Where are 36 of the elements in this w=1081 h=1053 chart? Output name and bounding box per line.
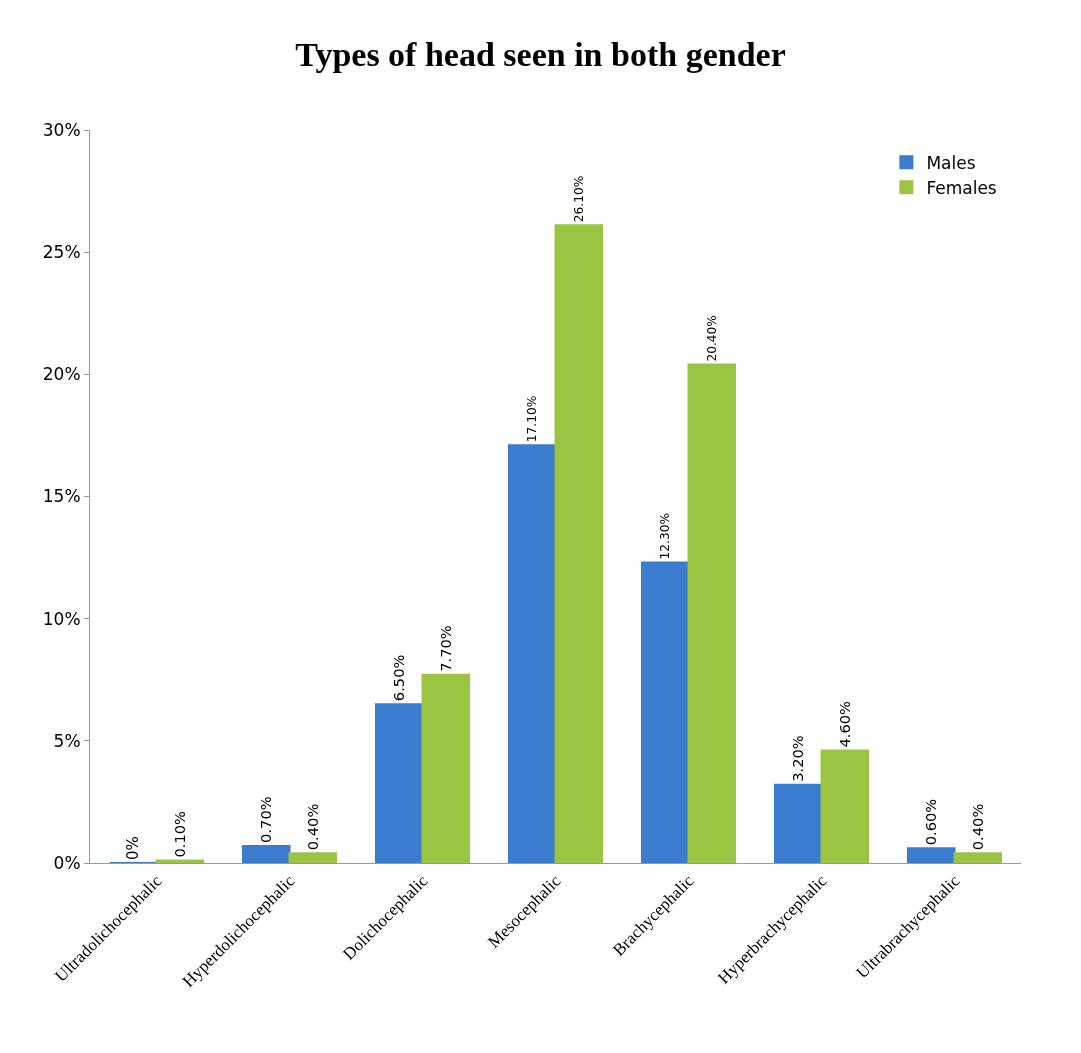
- y-tick-label: 30%: [42, 119, 81, 140]
- bar: [687, 363, 737, 863]
- data-label: 3.20%: [789, 735, 807, 782]
- bar: [773, 783, 823, 863]
- legend-label: Males: [926, 152, 976, 173]
- data-label: 4.60%: [835, 700, 853, 748]
- legend-label: Females: [926, 177, 997, 198]
- y-tick-label: 10%: [42, 608, 81, 629]
- data-label: 6.50%: [390, 654, 408, 702]
- data-label: 0.10%: [170, 810, 188, 858]
- data-label: 0%: [124, 836, 143, 860]
- bar: [241, 844, 291, 863]
- bar: [906, 847, 956, 863]
- data-label: 0.40%: [303, 803, 321, 851]
- bar: [421, 673, 471, 863]
- bar: [507, 444, 557, 863]
- data-label: 17.10%: [525, 395, 540, 443]
- y-tick-label: 5%: [53, 730, 81, 751]
- y-tick-label: 0%: [53, 852, 81, 873]
- bar: [374, 703, 424, 863]
- data-label: 7.70%: [436, 625, 454, 672]
- bar: [288, 852, 338, 863]
- data-label: 20.40%: [704, 315, 719, 362]
- y-tick-label: 25%: [42, 242, 81, 263]
- bar: [640, 561, 690, 863]
- bar: [554, 224, 604, 863]
- data-label: 0.60%: [922, 798, 940, 846]
- chart-title: Types of head seen in both gender: [295, 35, 786, 73]
- y-tick-label: 20%: [42, 364, 81, 385]
- y-tick-label: 15%: [42, 486, 81, 507]
- data-label: 26.10%: [571, 175, 586, 223]
- data-label: 12.30%: [658, 512, 673, 560]
- bar: [820, 749, 870, 863]
- bar: [953, 852, 1003, 863]
- data-label: 0.70%: [257, 796, 275, 843]
- data-label: 0.40%: [968, 803, 986, 851]
